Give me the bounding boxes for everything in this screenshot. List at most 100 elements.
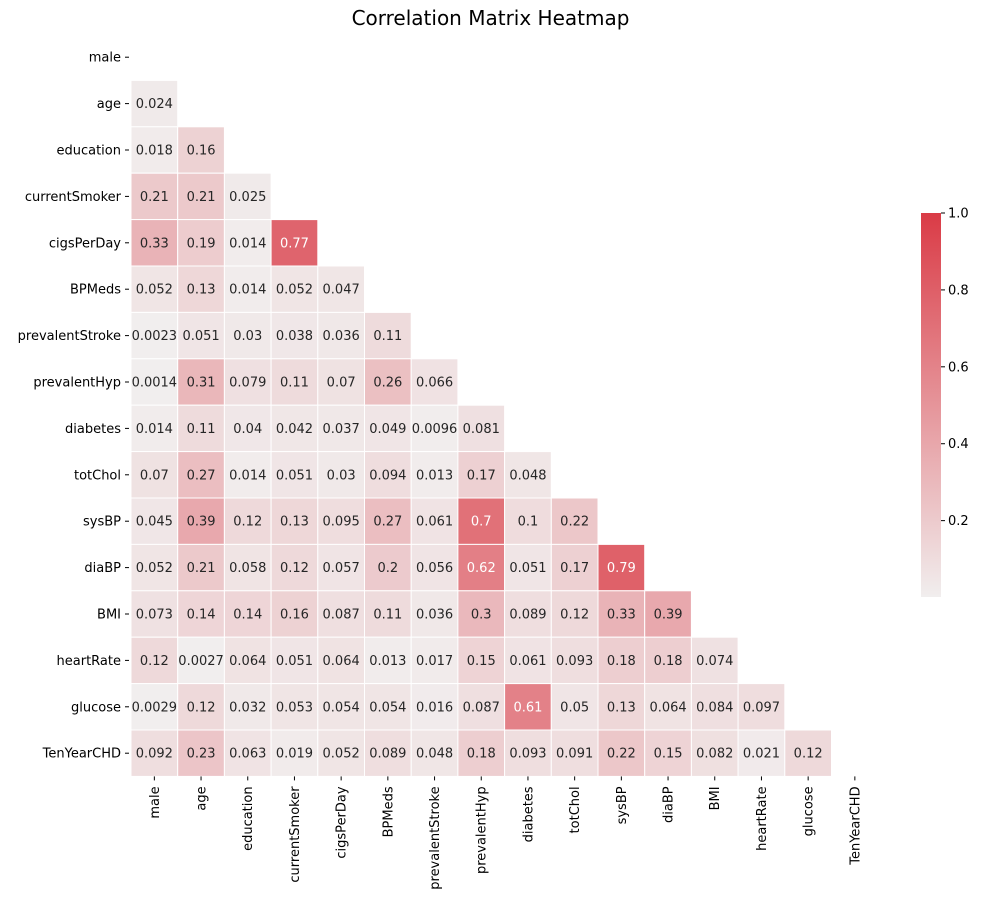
cell-value-label: 0.0096 — [412, 422, 458, 437]
heatmap-cell — [270, 497, 319, 545]
x-tick-label: currentSmoker — [288, 786, 303, 883]
cell-value-label: 0.049 — [369, 422, 406, 437]
cell-value-label: 0.13 — [187, 283, 216, 298]
cell-value-label: 0.038 — [276, 329, 313, 344]
cell-value-label: 0.048 — [416, 747, 453, 762]
cell-value-label: 0.054 — [323, 700, 360, 715]
cell-value-label: 0.048 — [509, 468, 546, 483]
heatmap-cell — [410, 590, 459, 638]
cell-value-label: 0.066 — [416, 376, 453, 391]
y-tick-label: male — [89, 51, 121, 66]
cell-value-label: 0.11 — [373, 608, 402, 623]
heatmap-cell — [690, 636, 739, 685]
x-tick-label: TenYearCHD — [848, 786, 863, 865]
cell-value-label: 0.16 — [280, 608, 309, 623]
heatmap-cell — [317, 683, 365, 731]
heatmap-cell — [410, 451, 459, 499]
cell-value-label: 0.27 — [373, 515, 402, 530]
heatmap-cell — [597, 729, 646, 777]
colorbar: 0.2 0.4 0.6 0.8 1.0 — [921, 207, 969, 597]
heatmap-cell — [690, 729, 739, 777]
cell-value-label: 0.052 — [276, 283, 313, 298]
cell-value-label: 0.036 — [323, 329, 360, 344]
cell-value-label: 0.064 — [649, 700, 686, 715]
x-axis: male age education currentSmoker cigsPerDay B… — [148, 776, 863, 890]
cell-value-label: 0.052 — [136, 283, 173, 298]
cell-value-label: 0.093 — [509, 747, 546, 762]
cell-value-label: 0.11 — [280, 376, 309, 391]
cell-value-label: 0.31 — [187, 376, 216, 391]
heatmap-cell — [504, 497, 552, 545]
cell-value-label: 0.061 — [416, 515, 453, 530]
x-tick-label: totChol — [568, 786, 583, 833]
cell-value-label: 0.7 — [471, 515, 492, 530]
cell-value-label: 0.037 — [323, 422, 360, 437]
cell-value-label: 0.2 — [378, 561, 399, 576]
cell-value-label: 0.12 — [187, 700, 216, 715]
cell-value-label: 0.024 — [136, 97, 173, 112]
x-tick-label: diaBP — [662, 786, 677, 823]
heatmap-cell — [457, 497, 506, 545]
cell-value-label: 0.079 — [229, 376, 266, 391]
heatmap-cell — [550, 636, 599, 685]
cell-value-label: 0.03 — [233, 329, 262, 344]
heatmap-cell — [130, 404, 179, 453]
cell-value-label: 0.013 — [369, 654, 406, 669]
cell-value-label: 0.084 — [696, 700, 733, 715]
heatmap-cell — [410, 683, 459, 731]
heatmap-cell — [130, 358, 179, 406]
cell-value-label: 0.04 — [233, 422, 262, 437]
cell-value-label: 0.087 — [323, 608, 360, 623]
heatmap-cell — [644, 683, 692, 731]
cell-value-label: 0.051 — [276, 468, 313, 483]
heatmap-cell — [270, 451, 319, 499]
cell-value-label: 0.15 — [654, 747, 683, 762]
cell-value-label: 0.12 — [140, 654, 169, 669]
cell-value-label: 0.21 — [140, 190, 169, 205]
cell-value-label: 0.061 — [509, 654, 546, 669]
cell-value-label: 0.16 — [187, 144, 216, 159]
heatmap-cell — [177, 126, 225, 174]
cell-value-label: 0.19 — [187, 236, 216, 251]
cell-value-label: 0.052 — [136, 561, 173, 576]
cell-value-label: 0.014 — [229, 468, 266, 483]
heatmap-cell — [457, 590, 506, 638]
y-tick-label: prevalentHyp — [33, 376, 121, 391]
cell-value-label: 0.093 — [556, 654, 593, 669]
heatmap-cell — [784, 729, 832, 777]
cell-value-label: 0.18 — [607, 654, 636, 669]
heatmap-cell — [223, 636, 272, 685]
heatmap-cell — [364, 451, 412, 499]
cell-value-label: 0.094 — [369, 468, 406, 483]
cell-value-label: 0.036 — [416, 608, 453, 623]
y-tick-label: BMI — [97, 608, 121, 623]
cell-value-label: 0.26 — [373, 376, 402, 391]
y-tick-label: heartRate — [57, 654, 121, 669]
heatmap-cell — [364, 358, 412, 406]
heatmap-cell — [223, 311, 272, 360]
y-tick-label: currentSmoker — [25, 190, 122, 205]
heatmap-cell — [690, 683, 739, 731]
cell-value-label: 0.019 — [276, 747, 313, 762]
cell-value-label: 0.15 — [467, 654, 496, 669]
heatmap-cell — [317, 636, 365, 685]
cell-value-label: 0.057 — [323, 561, 360, 576]
x-tick-label: BPMeds — [381, 786, 396, 837]
cell-value-label: 0.064 — [323, 654, 360, 669]
heatmap-cell — [457, 404, 506, 453]
heatmap-cell — [597, 590, 646, 638]
colorbar-tick-label: 0.6 — [948, 360, 969, 375]
heatmap-cell — [364, 497, 412, 545]
cell-value-label: 0.14 — [187, 608, 216, 623]
cell-value-label: 0.016 — [416, 700, 453, 715]
cell-value-label: 0.089 — [509, 608, 546, 623]
cell-value-label: 0.054 — [369, 700, 406, 715]
cell-value-label: 0.089 — [369, 747, 406, 762]
y-tick-label: age — [97, 97, 121, 112]
cell-value-label: 0.052 — [323, 747, 360, 762]
heatmap-cell — [317, 497, 365, 545]
cell-value-label: 0.39 — [187, 515, 216, 530]
y-tick-label: totChol — [74, 468, 121, 483]
heatmap-cell — [504, 590, 552, 638]
